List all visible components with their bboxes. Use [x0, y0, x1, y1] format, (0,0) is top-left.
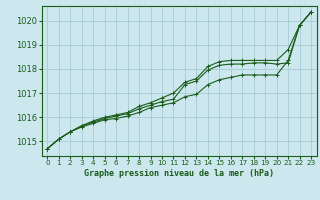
X-axis label: Graphe pression niveau de la mer (hPa): Graphe pression niveau de la mer (hPa) — [84, 169, 274, 178]
